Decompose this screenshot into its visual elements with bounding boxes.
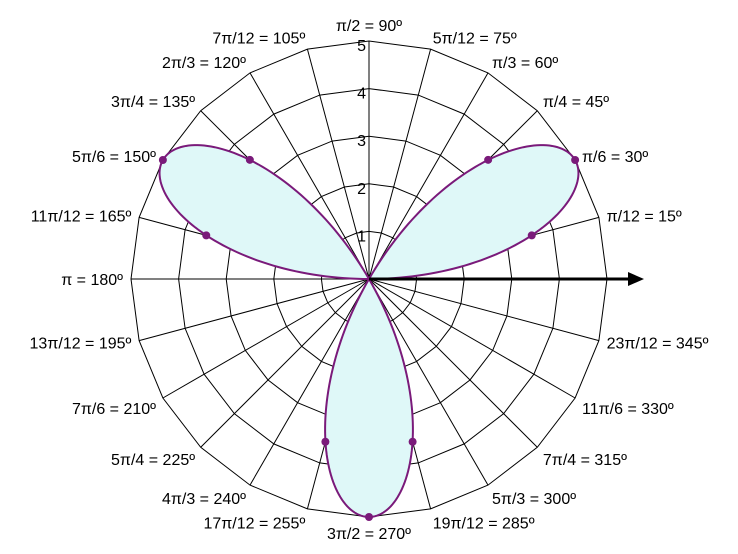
grid-spoke-225 <box>200 278 370 448</box>
rose-petal-1 <box>367 144 580 281</box>
grid-spoke-240 <box>249 278 370 486</box>
angle-label-120: 2π/3 = 120º <box>162 55 246 72</box>
curve-point-135 <box>245 155 254 164</box>
angle-label-135: 3π/4 = 135º <box>111 94 195 111</box>
curve-point-30 <box>571 156 580 164</box>
curve-point-255 <box>321 437 330 446</box>
radius-tick-3: 3 <box>357 133 366 150</box>
angle-label-255: 17π/12 = 255º <box>203 516 305 533</box>
radius-tick-1: 1 <box>357 228 366 245</box>
angle-label-315: 7π/4 = 315º <box>543 452 627 469</box>
angle-label-285: 19π/12 = 285º <box>433 516 535 533</box>
angle-label-90: π/2 = 90º <box>336 18 402 35</box>
polar-axis-layer <box>369 272 644 286</box>
angle-label-165: 11π/12 = 165º <box>31 208 132 225</box>
curve-point-165 <box>202 231 211 240</box>
radius-tick-5: 5 <box>357 38 366 55</box>
angle-label-210: 7π/6 = 210º <box>72 401 156 418</box>
rose-petal-2 <box>158 144 371 281</box>
angle-label-180: π = 180º <box>61 272 123 289</box>
angle-label-225: 5π/4 = 225º <box>111 452 195 469</box>
grid-spoke-120 <box>249 72 370 280</box>
angle-label-345: 23π/12 = 345º <box>607 336 709 353</box>
grid-spoke-300 <box>368 278 489 486</box>
angle-label-105: 7π/12 = 105º <box>212 30 305 47</box>
rose-curve-layer <box>158 144 580 521</box>
angle-label-150: 5π/6 = 150º <box>72 149 156 166</box>
angle-label-240: 4π/3 = 240º <box>162 491 246 508</box>
grid-spoke-195 <box>138 278 370 342</box>
radius-tick-2: 2 <box>357 181 366 198</box>
radius-tick-4: 4 <box>357 86 366 103</box>
angle-label-45: π/4 = 45º <box>543 94 609 111</box>
angle-label-330: 11π/6 = 330º <box>582 401 674 418</box>
angle-label-270: 3π/2 = 270º <box>327 526 411 543</box>
angle-label-195: 13π/12 = 195º <box>30 336 132 353</box>
grid-spoke-75 <box>368 48 432 280</box>
curve-point-45 <box>484 155 493 164</box>
curve-point-150 <box>158 156 167 164</box>
grid-spoke-330 <box>368 278 576 399</box>
angle-label-60: π/3 = 60º <box>492 55 558 72</box>
grid-spoke-345 <box>368 278 600 342</box>
polar-axis-arrowhead <box>628 272 644 286</box>
angle-label-75: 5π/12 = 75º <box>433 30 517 47</box>
grid-spoke-210 <box>162 278 370 399</box>
grid-spoke-105 <box>306 48 370 280</box>
angle-label-15: π/12 = 15º <box>607 208 682 225</box>
grid-spoke-315 <box>368 278 538 448</box>
curve-point-270 <box>365 513 373 521</box>
curve-point-285 <box>408 437 417 446</box>
angle-label-300: 5π/3 = 300º <box>492 491 576 508</box>
angle-label-30: π/6 = 30º <box>582 149 648 166</box>
grid-spoke-60 <box>368 72 489 280</box>
curve-point-15 <box>527 231 536 240</box>
radius-tick-layer: 1 2 3 4 5 <box>357 38 366 245</box>
